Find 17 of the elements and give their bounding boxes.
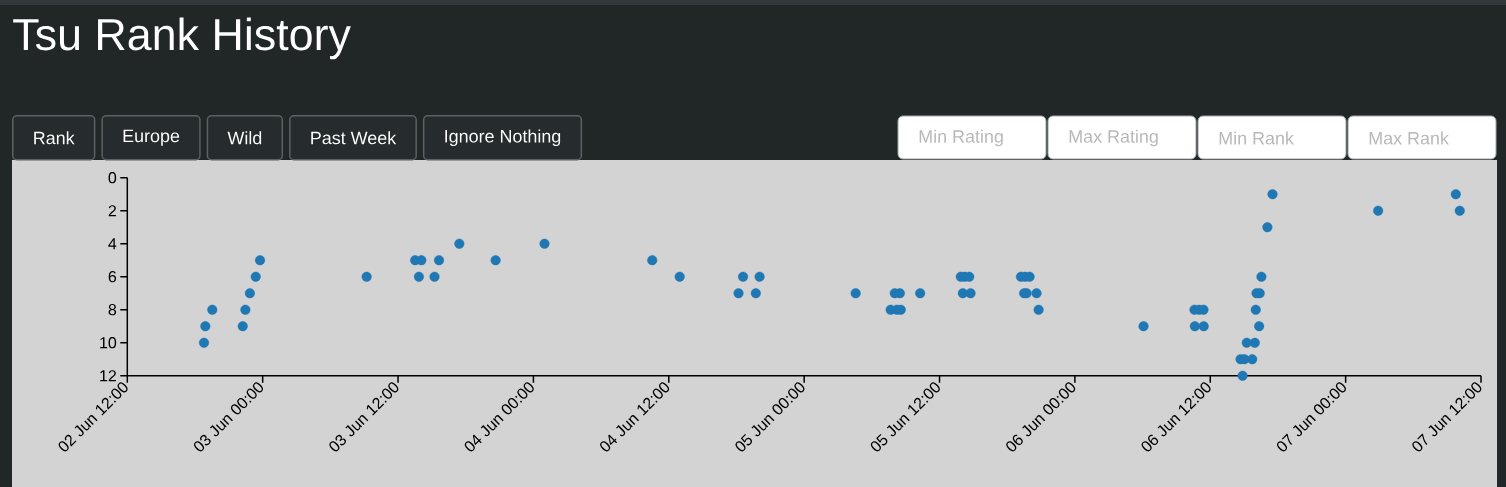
chart-title: Tsu Rank History	[13, 17, 351, 60]
y-tick-label: 8	[108, 304, 117, 316]
y-tick-label: 2	[108, 205, 116, 217]
text: Europe	[123, 129, 180, 146]
text: Max Rating	[1069, 129, 1158, 147]
y-tick-label: 4	[108, 238, 117, 250]
text: Wild	[227, 131, 262, 145]
y-tick-label: 0	[108, 172, 117, 184]
y-tick-label: 10	[100, 337, 117, 349]
text: Past Week	[311, 131, 397, 145]
text: Min Rating	[919, 129, 1003, 147]
text: Rank	[34, 131, 75, 145]
y-tick-label: 6	[108, 271, 117, 283]
text: Min Rank	[1219, 131, 1294, 145]
text: Max Rank	[1369, 131, 1449, 145]
y-tick-label: 12	[100, 370, 116, 382]
text: Ignore Nothing	[445, 129, 561, 147]
